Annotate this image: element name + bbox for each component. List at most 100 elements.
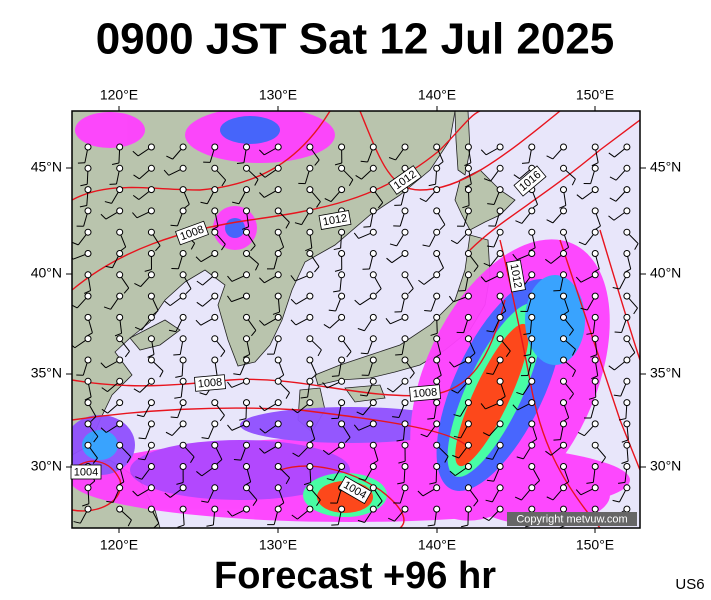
barb-station bbox=[591, 271, 599, 279]
barb-station bbox=[243, 271, 250, 279]
barb-flag bbox=[359, 394, 368, 397]
lat-label-right: 35°N bbox=[650, 365, 681, 381]
barb-station bbox=[496, 271, 504, 279]
barb-station bbox=[243, 420, 250, 428]
barb-station bbox=[274, 143, 282, 151]
barb-station bbox=[116, 484, 124, 492]
barb-station bbox=[591, 292, 599, 300]
barb-flag bbox=[392, 416, 400, 418]
barb-flag bbox=[190, 456, 195, 464]
barb-station bbox=[369, 463, 377, 470]
barb-station bbox=[243, 356, 250, 364]
barb-flag bbox=[252, 499, 258, 506]
barb-station bbox=[623, 143, 631, 151]
barb-flag bbox=[334, 269, 342, 272]
barb-station bbox=[528, 207, 536, 215]
barb-station bbox=[306, 420, 314, 428]
barb-station bbox=[528, 228, 536, 236]
barb-station bbox=[274, 186, 282, 194]
barb-station bbox=[147, 250, 155, 257]
barb-flag bbox=[93, 436, 99, 443]
barb-flag bbox=[545, 258, 552, 264]
barb-station bbox=[369, 377, 377, 385]
barb-flag bbox=[303, 482, 311, 486]
barb-flag bbox=[618, 481, 626, 484]
barb-station bbox=[369, 143, 377, 151]
barb-station bbox=[433, 143, 441, 151]
barb-station bbox=[116, 271, 124, 279]
barb-station bbox=[591, 164, 599, 172]
barb-station bbox=[623, 399, 631, 407]
barb-flag bbox=[609, 176, 617, 181]
barb-station bbox=[401, 143, 409, 151]
barb-flag bbox=[485, 457, 493, 460]
barb-flag bbox=[485, 499, 493, 503]
barb-station bbox=[84, 313, 92, 321]
barb-station bbox=[623, 292, 631, 300]
barb-flag bbox=[397, 481, 405, 485]
barb-station bbox=[591, 313, 599, 321]
barb-flag bbox=[227, 424, 233, 431]
barb-station bbox=[528, 143, 536, 151]
barb-flag bbox=[505, 350, 511, 358]
lat-label-right: 40°N bbox=[650, 265, 681, 281]
barb-flag bbox=[424, 309, 432, 312]
barb-station bbox=[433, 505, 441, 513]
barb-station bbox=[464, 164, 472, 172]
barb-flag bbox=[138, 437, 146, 440]
barb-flag bbox=[259, 149, 265, 156]
barb-station bbox=[401, 313, 409, 321]
barb-station bbox=[147, 292, 155, 300]
barb-flag bbox=[480, 276, 487, 283]
barb-flag bbox=[486, 372, 494, 375]
barb-flag bbox=[514, 496, 522, 501]
barb-station bbox=[116, 356, 124, 364]
barb-station bbox=[369, 228, 377, 236]
barb-station bbox=[623, 250, 631, 257]
barb-station bbox=[274, 335, 282, 343]
barb-station bbox=[560, 143, 567, 151]
barb-station bbox=[211, 292, 219, 300]
barb-flag bbox=[480, 403, 486, 410]
barb-station bbox=[464, 292, 472, 300]
barb-flag bbox=[427, 417, 435, 420]
barb-station bbox=[433, 250, 441, 257]
barb-station bbox=[179, 313, 187, 321]
barb-flag bbox=[348, 179, 354, 186]
barb-flag bbox=[137, 458, 145, 461]
barb-station bbox=[211, 420, 219, 428]
barb-station bbox=[179, 250, 187, 257]
barb-flag bbox=[221, 243, 226, 251]
barb-flag bbox=[515, 220, 523, 224]
barb-flag bbox=[127, 519, 132, 527]
barb-flag bbox=[206, 524, 214, 527]
barb-flag bbox=[259, 192, 265, 198]
barb-flag bbox=[612, 287, 620, 290]
barb-station bbox=[496, 228, 504, 236]
barb-flag bbox=[136, 414, 144, 418]
shandong bbox=[129, 319, 181, 351]
barb-station bbox=[528, 420, 536, 428]
barb-station bbox=[84, 143, 92, 151]
barb-flag bbox=[291, 408, 298, 414]
barb-station bbox=[401, 463, 409, 470]
barb-flag bbox=[577, 432, 585, 437]
barb-flag bbox=[571, 349, 576, 356]
barb-flag bbox=[618, 418, 626, 421]
barb-flag bbox=[439, 224, 446, 231]
barb-station bbox=[338, 463, 346, 470]
barb-station bbox=[179, 463, 187, 470]
barb-station bbox=[560, 292, 567, 300]
barb-flag bbox=[190, 243, 196, 250]
barb-station bbox=[496, 441, 504, 449]
copyright-box bbox=[507, 512, 637, 526]
copyright: Copyright metvuw.com bbox=[516, 513, 627, 525]
barb-station bbox=[401, 271, 409, 279]
barb-flag bbox=[133, 388, 141, 393]
barb-flag bbox=[292, 452, 299, 457]
barb-station bbox=[211, 186, 219, 194]
barb-flag bbox=[613, 394, 621, 397]
barb-flag bbox=[333, 290, 341, 293]
barb-flag bbox=[159, 370, 164, 378]
barb-flag bbox=[614, 331, 622, 333]
